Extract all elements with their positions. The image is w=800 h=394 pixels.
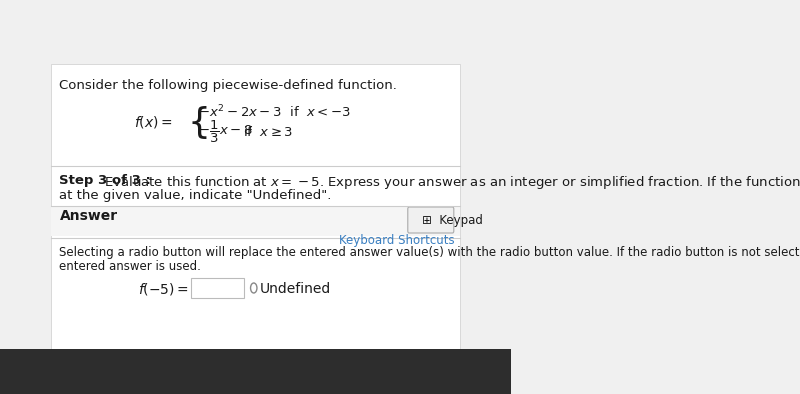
- Text: Answer: Answer: [59, 209, 118, 223]
- Text: Step 3 of 3 :: Step 3 of 3 :: [59, 174, 156, 187]
- Text: Selecting a radio button will replace the entered answer value(s) with the radio: Selecting a radio button will replace th…: [59, 246, 800, 259]
- Text: $f(-5) =$: $f(-5) =$: [138, 281, 189, 297]
- Text: at the given value, indicate "Undefined".: at the given value, indicate "Undefined"…: [59, 189, 332, 202]
- Text: $-\dfrac{1}{3}x - 8$: $-\dfrac{1}{3}x - 8$: [198, 119, 253, 145]
- FancyBboxPatch shape: [408, 207, 454, 233]
- Text: Keyboard Shortcuts: Keyboard Shortcuts: [339, 234, 455, 247]
- Circle shape: [250, 283, 257, 293]
- Text: entered answer is used.: entered answer is used.: [59, 260, 202, 273]
- Text: Evaluate this function at $x = -5$. Express your answer as an integer or simplif: Evaluate this function at $x = -5$. Expr…: [104, 174, 800, 191]
- Text: Undefined: Undefined: [259, 282, 330, 296]
- FancyBboxPatch shape: [51, 64, 460, 364]
- Text: $\{$: $\{$: [187, 104, 208, 141]
- FancyBboxPatch shape: [51, 206, 460, 236]
- Text: $f(x) =$: $f(x) =$: [134, 114, 173, 130]
- Text: $-x^2 - 2x - 3$  if  $x < -3$: $-x^2 - 2x - 3$ if $x < -3$: [198, 104, 351, 120]
- Text: if  $x \geq 3$: if $x \geq 3$: [243, 125, 293, 139]
- Text: ⊞  Keypad: ⊞ Keypad: [422, 214, 482, 227]
- Text: Consider the following piecewise-defined function.: Consider the following piecewise-defined…: [59, 79, 398, 92]
- FancyBboxPatch shape: [191, 278, 243, 298]
- FancyBboxPatch shape: [0, 349, 511, 394]
